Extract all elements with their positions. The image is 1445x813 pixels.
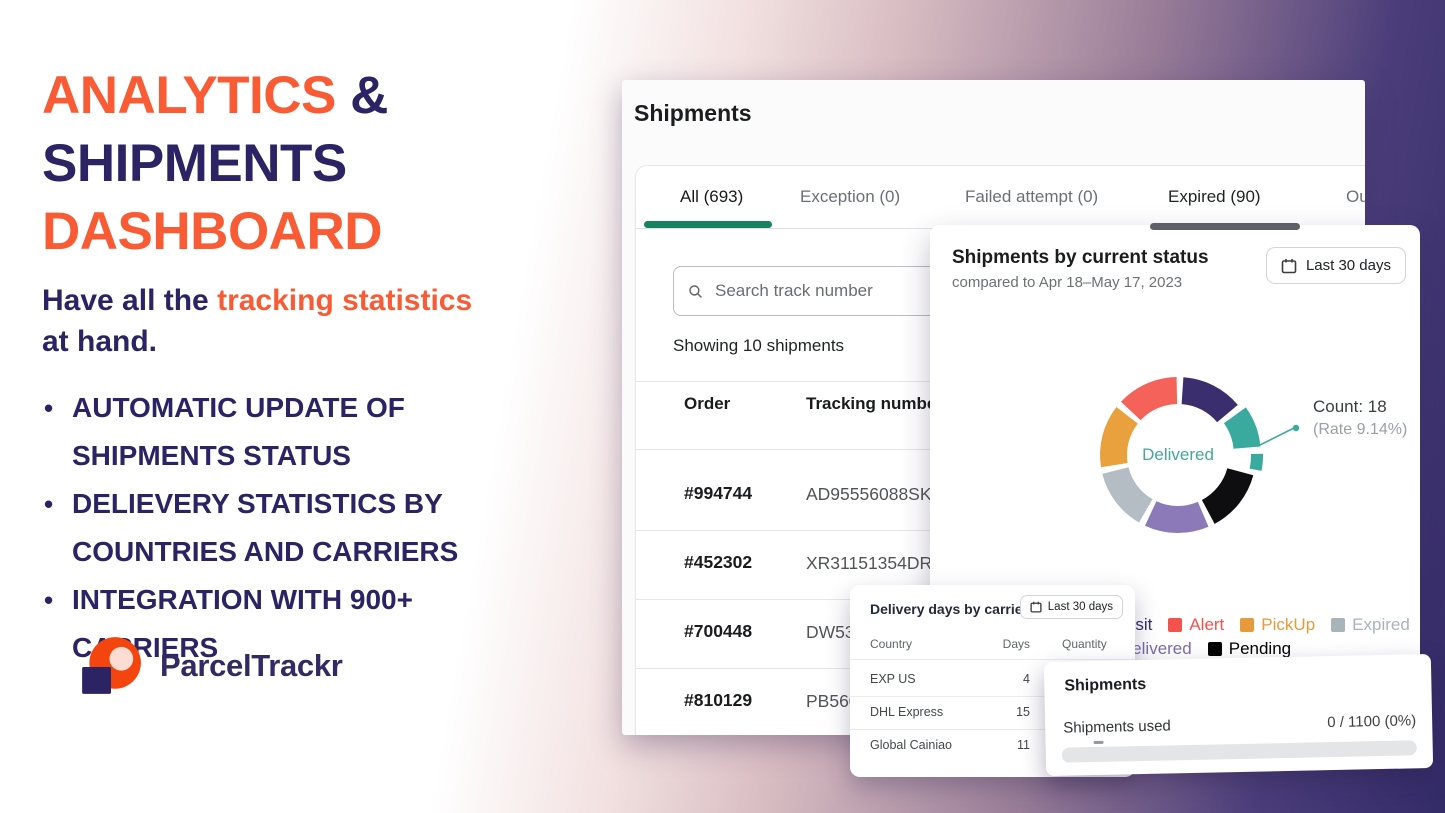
hero-title-line3: DASHBOARD	[42, 202, 383, 261]
calendar-icon	[1030, 601, 1042, 613]
tab-expired[interactable]: Expired (90)	[1168, 187, 1261, 206]
column-header-order: Order	[684, 394, 731, 413]
legend-item-pickup[interactable]: PickUp	[1240, 615, 1315, 635]
annotation-dot	[1292, 424, 1300, 432]
usage-label-underline	[1093, 740, 1104, 745]
tab-scrollbar-thumb[interactable]	[1150, 223, 1300, 230]
search-input[interactable]	[713, 280, 938, 302]
table-row[interactable]: #994744 AD95556088SK	[684, 483, 932, 504]
hero-title-line1: ANALYTICS &	[42, 66, 388, 125]
donut-segment-delivered-highlight[interactable]	[1249, 453, 1264, 471]
tab-exception[interactable]: Exception (0)	[800, 187, 901, 206]
tab-failed-attempt[interactable]: Failed attempt (0)	[965, 187, 1099, 206]
card-title: Delivery days by carrier	[870, 601, 1028, 617]
donut-annotation: Count: 18 (Rate 9.14%)	[1313, 397, 1407, 439]
brand-logo: ParcelTrackr	[78, 636, 343, 696]
donut-segment-delivered[interactable]	[1223, 407, 1261, 449]
donut-segment-pickup[interactable]	[1100, 407, 1138, 468]
column-header-tracking: Tracking number	[806, 394, 943, 413]
donut-segment-pending[interactable]	[1201, 468, 1254, 524]
card-subtitle: compared to Apr 18–May 17, 2023	[952, 274, 1183, 291]
hero-title-line2: SHIPMENTS	[42, 134, 347, 193]
donut-segment-alert[interactable]	[1121, 377, 1178, 421]
table-row[interactable]: DHL Express 15	[870, 705, 1030, 719]
showing-count-text: Showing 10 shipments	[673, 336, 845, 355]
hero-subtitle: Have all the tracking statistics at hand…	[42, 284, 473, 358]
annotation-rate: (Rate 9.14%)	[1313, 421, 1408, 438]
annotation-connector	[1259, 427, 1295, 446]
column-header-days: Days	[1002, 637, 1030, 651]
divider	[850, 696, 1135, 697]
card-title: Shipments by current status	[952, 247, 1209, 268]
hero-panel: ANALYTICS & SHIPMENTS DASHBOARD Have all…	[42, 62, 617, 672]
brand-name: ParcelTrackr	[160, 648, 343, 683]
active-tab-underline	[644, 221, 772, 228]
shipments-usage-card: Shipments Shipments used 0 / 1100 (0%)	[1043, 653, 1434, 777]
donut-center-label: Delivered	[1142, 445, 1214, 464]
tab-all[interactable]: All (693)	[680, 187, 744, 206]
parceltrackr-logo-icon	[82, 637, 141, 694]
legend-item-pending[interactable]: Pending	[1207, 639, 1291, 659]
column-header-country: Country	[870, 637, 913, 651]
legend-swatch	[1331, 618, 1346, 632]
divider	[850, 729, 1135, 730]
table-row[interactable]: #452302 XR31151354DR	[684, 552, 933, 573]
usage-progress-bar	[1061, 740, 1417, 763]
legend-swatch	[1240, 618, 1255, 632]
page-title: Shipments	[634, 100, 752, 126]
table-row[interactable]: #700448 DW53	[684, 621, 855, 642]
legend-item-expired[interactable]: Expired	[1331, 615, 1410, 635]
annotation-count: Count: 18	[1313, 397, 1387, 416]
hero-title: ANALYTICS & SHIPMENTS DASHBOARD	[42, 62, 617, 266]
search-box[interactable]	[673, 266, 951, 316]
column-header-quantity: Quantity	[1062, 637, 1107, 651]
legend-swatch	[1168, 618, 1183, 632]
usage-value: 0 / 1100 (0%)	[1327, 712, 1417, 732]
legend-swatch	[1207, 642, 1222, 656]
legend-item-alert[interactable]: Alert	[1168, 615, 1224, 635]
divider	[850, 659, 1135, 660]
table-row[interactable]: Global Cainiao 11	[870, 738, 1030, 752]
usage-label: Shipments used	[1063, 717, 1171, 737]
date-range-button[interactable]: Last 30 days	[1019, 595, 1123, 619]
donut-segment-transit[interactable]	[1181, 377, 1238, 423]
table-row[interactable]: #810129 PB560	[684, 690, 859, 711]
card-title: Shipments	[1064, 675, 1147, 695]
calendar-icon	[1281, 258, 1297, 273]
table-row[interactable]: EXP US 4	[870, 672, 1030, 686]
donut-segment-undelivered[interactable]	[1145, 501, 1209, 534]
tab-out-for-delivery[interactable]: Ou	[1346, 187, 1365, 206]
search-icon	[689, 284, 702, 298]
status-donut-chart[interactable]	[930, 295, 1420, 625]
date-range-button[interactable]: Last 30 days	[1265, 247, 1406, 284]
donut-segment-expired[interactable]	[1102, 467, 1153, 523]
tab-bar: All (693) Exception (0) Failed attempt (…	[636, 166, 1365, 229]
